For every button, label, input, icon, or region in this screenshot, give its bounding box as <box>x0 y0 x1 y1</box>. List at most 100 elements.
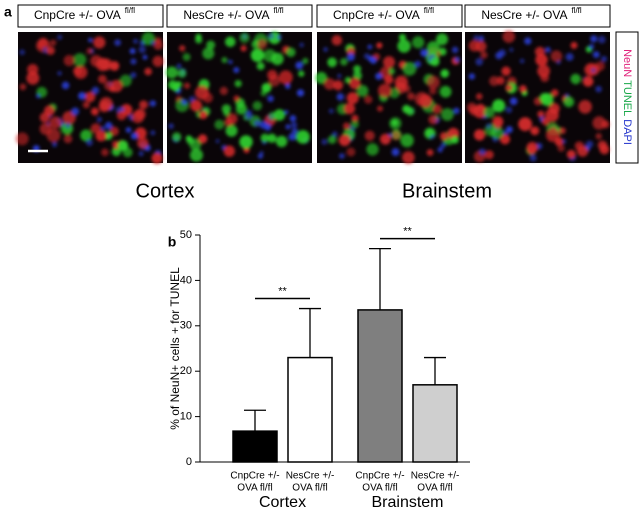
cell <box>505 126 513 134</box>
cell <box>369 57 377 64</box>
x-tick-label: CnpCre +/- <box>230 471 279 482</box>
cell <box>93 36 106 49</box>
cell <box>342 122 351 130</box>
cell <box>96 117 102 123</box>
cell <box>46 46 55 55</box>
x-tick-label: CnpCre +/- <box>355 471 404 482</box>
cell <box>346 53 355 61</box>
cell <box>350 120 359 129</box>
cell <box>285 124 291 130</box>
cell <box>315 71 328 84</box>
y-axis-label: % of NeuN+ cells + for TUNEL <box>168 267 182 430</box>
significance-label: ** <box>278 285 287 297</box>
cell <box>323 47 328 52</box>
cell <box>403 84 411 93</box>
cell <box>138 46 146 54</box>
cell <box>564 93 570 98</box>
x-tick-label: NesCre +/- <box>411 471 460 482</box>
cell <box>601 55 608 62</box>
cell <box>439 132 449 141</box>
cell <box>215 139 220 144</box>
cell <box>379 66 393 79</box>
image-label-sup: fl/fl <box>424 6 434 15</box>
cell <box>418 94 433 108</box>
cell <box>285 47 296 58</box>
cell <box>61 81 70 90</box>
cell <box>559 127 566 134</box>
cell <box>509 97 518 106</box>
cell <box>257 39 267 50</box>
cell <box>493 120 503 130</box>
cell <box>353 65 362 74</box>
cell <box>483 106 495 118</box>
cell <box>221 57 228 64</box>
cell <box>551 89 559 97</box>
cell <box>337 73 342 78</box>
x-tick-label: OVA fl/fl <box>237 483 272 494</box>
cell <box>131 110 145 124</box>
cell <box>263 49 277 63</box>
cell <box>150 40 155 46</box>
cell <box>534 46 545 57</box>
cell <box>111 146 121 157</box>
cell <box>267 95 274 102</box>
cell <box>38 37 49 48</box>
cell <box>426 41 440 55</box>
cell <box>250 48 265 63</box>
cell <box>151 152 163 164</box>
cell <box>541 117 550 126</box>
cell <box>142 54 148 60</box>
cell <box>195 85 209 100</box>
cell <box>165 66 178 79</box>
cell <box>432 104 442 114</box>
cell <box>391 130 401 141</box>
cell <box>328 108 334 114</box>
cell <box>548 102 560 115</box>
cell <box>591 67 596 73</box>
cell <box>420 49 428 57</box>
cell <box>195 33 202 40</box>
cell <box>226 113 238 125</box>
cell <box>597 35 606 44</box>
cell <box>323 78 336 90</box>
cell <box>130 58 137 65</box>
cell <box>95 130 107 142</box>
cell <box>278 70 293 85</box>
cell <box>63 134 73 144</box>
cell <box>82 101 90 109</box>
cell <box>584 63 598 77</box>
cell <box>149 100 157 107</box>
cell <box>397 39 411 53</box>
cell <box>65 122 71 129</box>
image-label-text: CnpCre +/- OVA <box>34 8 121 22</box>
cell <box>440 142 446 149</box>
cell <box>566 149 576 159</box>
cell <box>299 42 305 48</box>
cell <box>340 58 348 66</box>
cell <box>440 108 454 121</box>
cell <box>239 32 250 44</box>
cell <box>133 38 139 44</box>
cell <box>49 116 62 129</box>
cell <box>80 129 93 142</box>
cell <box>240 45 247 52</box>
bar <box>357 309 403 463</box>
cell <box>582 76 594 87</box>
region-label: Brainstem <box>402 180 492 202</box>
cell <box>268 111 278 120</box>
cell <box>26 71 40 85</box>
panel-a: CnpCre +/- OVA fl/fl NesCre +/- OVA fl/fl Cn… <box>15 4 639 164</box>
x-tick-label: OVA fl/fl <box>417 483 452 494</box>
x-tick-label: OVA fl/fl <box>292 483 327 494</box>
cell <box>429 87 437 95</box>
cell <box>119 74 132 87</box>
cell <box>150 130 156 136</box>
cell <box>214 119 225 130</box>
label-box <box>17 4 164 28</box>
cell <box>321 138 328 145</box>
group-label: Cortex <box>259 494 306 511</box>
image-label-text: CnpCre +/- OVA <box>333 8 420 22</box>
image-label-text: NesCre +/- OVA <box>481 8 567 22</box>
micrograph-cells <box>466 30 610 163</box>
